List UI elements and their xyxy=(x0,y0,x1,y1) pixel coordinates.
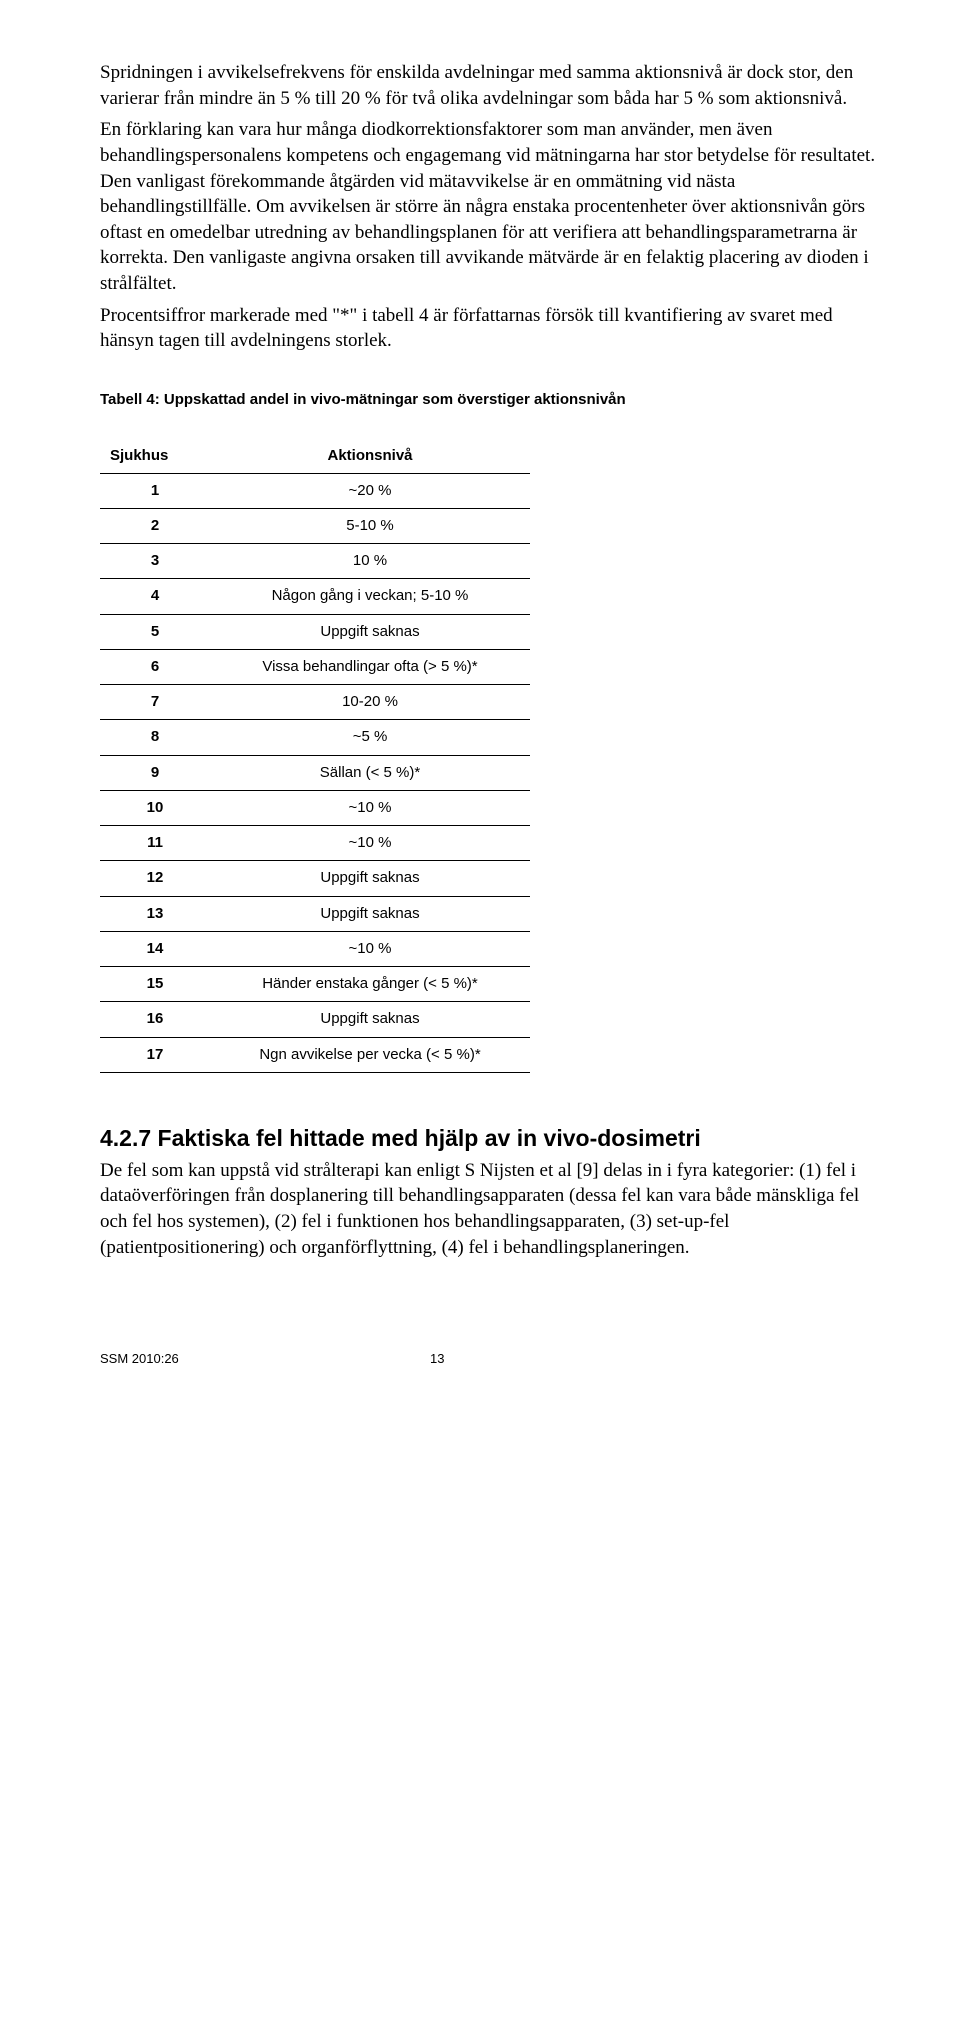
table-row: 17Ngn avvikelse per vecka (< 5 %)* xyxy=(100,1037,530,1072)
table-cell-sjukhus: 1 xyxy=(100,473,210,508)
table-cell-sjukhus: 6 xyxy=(100,649,210,684)
table-row: 13Uppgift saknas xyxy=(100,896,530,931)
table-row: 25-10 % xyxy=(100,508,530,543)
table-cell-sjukhus: 2 xyxy=(100,508,210,543)
table-row: 310 % xyxy=(100,544,530,579)
table-cell-aktionsniva: ~10 % xyxy=(210,826,530,861)
table-row: 16Uppgift saknas xyxy=(100,1002,530,1037)
paragraph-2: En förklaring kan vara hur många diodkor… xyxy=(100,117,880,296)
footer-doc-id: SSM 2010:26 xyxy=(100,1350,430,1368)
table-cell-sjukhus: 10 xyxy=(100,790,210,825)
table-cell-aktionsniva: 10-20 % xyxy=(210,685,530,720)
table-cell-sjukhus: 3 xyxy=(100,544,210,579)
table-row: 9Sällan (< 5 %)* xyxy=(100,755,530,790)
table-header-aktionsniva: Aktionsnivå xyxy=(210,440,530,473)
table-cell-sjukhus: 5 xyxy=(100,614,210,649)
table-row: 15Händer enstaka gånger (< 5 %)* xyxy=(100,967,530,1002)
table-cell-aktionsniva: ~10 % xyxy=(210,790,530,825)
table-header-sjukhus: Sjukhus xyxy=(100,440,210,473)
data-table: Sjukhus Aktionsnivå 1~20 %25-10 %310 %4N… xyxy=(100,440,530,1073)
table-cell-sjukhus: 8 xyxy=(100,720,210,755)
table-cell-aktionsniva: Ngn avvikelse per vecka (< 5 %)* xyxy=(210,1037,530,1072)
table-row: 8~5 % xyxy=(100,720,530,755)
table-cell-sjukhus: 12 xyxy=(100,861,210,896)
table-row: 11~10 % xyxy=(100,826,530,861)
table-cell-aktionsniva: 5-10 % xyxy=(210,508,530,543)
table-row: 12Uppgift saknas xyxy=(100,861,530,896)
table-cell-sjukhus: 14 xyxy=(100,931,210,966)
table-cell-aktionsniva: Sällan (< 5 %)* xyxy=(210,755,530,790)
table-row: 6Vissa behandlingar ofta (> 5 %)* xyxy=(100,649,530,684)
table-row: 14~10 % xyxy=(100,931,530,966)
table-cell-sjukhus: 13 xyxy=(100,896,210,931)
table-cell-aktionsniva: Någon gång i veckan; 5-10 % xyxy=(210,579,530,614)
table-cell-aktionsniva: ~5 % xyxy=(210,720,530,755)
table-cell-aktionsniva: ~10 % xyxy=(210,931,530,966)
table-row: 10~10 % xyxy=(100,790,530,825)
table-cell-aktionsniva: Vissa behandlingar ofta (> 5 %)* xyxy=(210,649,530,684)
table-cell-sjukhus: 17 xyxy=(100,1037,210,1072)
table-header-row: Sjukhus Aktionsnivå xyxy=(100,440,530,473)
table-cell-sjukhus: 16 xyxy=(100,1002,210,1037)
paragraph-3: Procentsiffror markerade med "*" i tabel… xyxy=(100,303,880,354)
table-cell-sjukhus: 7 xyxy=(100,685,210,720)
table-caption: Tabell 4: Uppskattad andel in vivo-mätni… xyxy=(100,390,880,410)
paragraph-1: Spridningen i avvikelsefrekvens för ensk… xyxy=(100,60,880,111)
table-cell-sjukhus: 4 xyxy=(100,579,210,614)
footer-page-number: 13 xyxy=(430,1350,444,1368)
table-cell-aktionsniva: Uppgift saknas xyxy=(210,896,530,931)
table-cell-aktionsniva: ~20 % xyxy=(210,473,530,508)
table-row: 5Uppgift saknas xyxy=(100,614,530,649)
section-body: De fel som kan uppstå vid strålterapi ka… xyxy=(100,1158,880,1261)
section-heading: 4.2.7 Faktiska fel hittade med hjälp av … xyxy=(100,1123,880,1154)
table-cell-aktionsniva: Uppgift saknas xyxy=(210,614,530,649)
table-cell-sjukhus: 15 xyxy=(100,967,210,1002)
table-cell-sjukhus: 11 xyxy=(100,826,210,861)
table-row: 710-20 % xyxy=(100,685,530,720)
table-row: 1~20 % xyxy=(100,473,530,508)
table-cell-aktionsniva: Uppgift saknas xyxy=(210,861,530,896)
page-footer: SSM 2010:26 13 xyxy=(100,1350,880,1368)
table-row: 4Någon gång i veckan; 5-10 % xyxy=(100,579,530,614)
table-cell-aktionsniva: Händer enstaka gånger (< 5 %)* xyxy=(210,967,530,1002)
table-cell-aktionsniva: 10 % xyxy=(210,544,530,579)
table-cell-aktionsniva: Uppgift saknas xyxy=(210,1002,530,1037)
table-cell-sjukhus: 9 xyxy=(100,755,210,790)
